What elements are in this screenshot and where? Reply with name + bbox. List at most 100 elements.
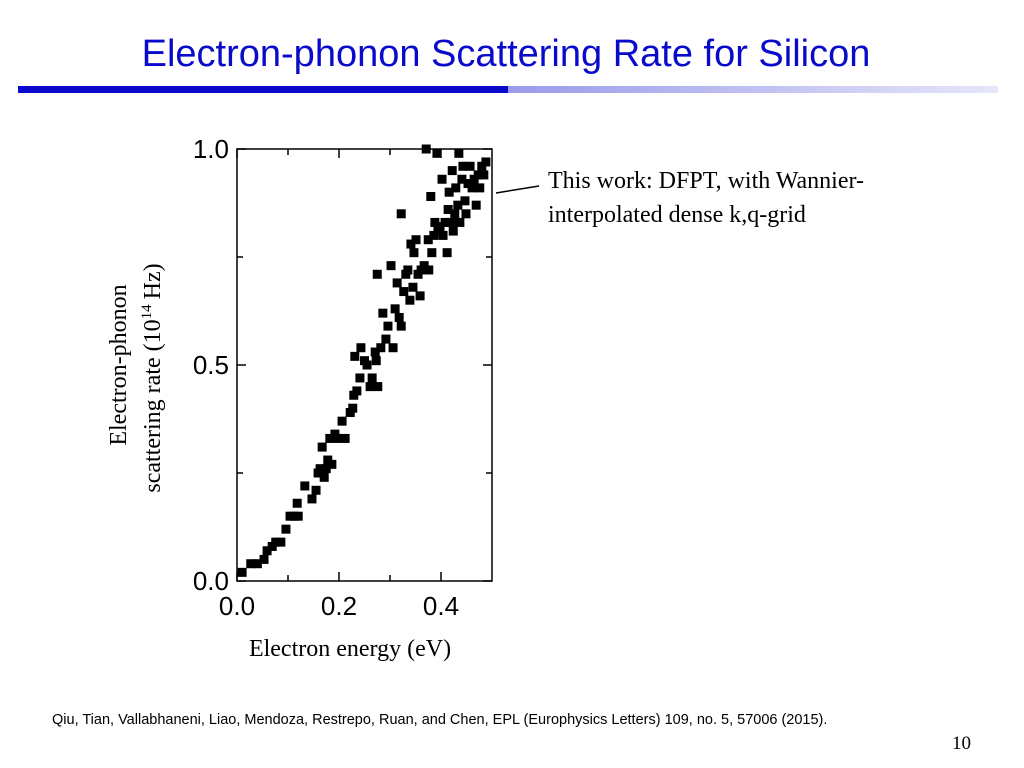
x-tick-label: 0.2	[321, 591, 357, 621]
scatter-point	[465, 161, 475, 171]
citation: Qiu, Tian, Vallabhaneni, Liao, Mendoza, …	[52, 712, 827, 728]
scatter-point	[408, 282, 418, 292]
scatter-point	[271, 537, 281, 547]
y-axis-label-superscript: 14	[139, 304, 155, 320]
scatter-point	[403, 265, 413, 275]
scatter-point	[337, 416, 347, 426]
scatter-point	[455, 217, 465, 227]
scatter-point	[437, 174, 447, 184]
scatter-point	[419, 261, 429, 271]
scatter-point	[411, 235, 421, 245]
scatter-point	[317, 442, 327, 452]
scatter-point	[321, 464, 331, 474]
scatter-point	[444, 187, 454, 197]
scatter-point	[454, 148, 464, 158]
scatter-point	[406, 239, 416, 249]
title-rule-fade	[508, 86, 998, 93]
page-number: 10	[952, 733, 971, 754]
scatter-point	[440, 217, 450, 227]
scatter-point	[461, 209, 471, 219]
scatter-point	[475, 183, 485, 193]
scatter-point	[438, 230, 448, 240]
scatter-point	[405, 295, 415, 305]
scatter-point	[262, 546, 272, 556]
scatter-point	[457, 174, 467, 184]
scatter-point	[276, 537, 286, 547]
scatter-point	[479, 170, 489, 180]
scatter-point	[370, 347, 380, 357]
scatter-point	[252, 559, 262, 569]
scatter-point	[355, 373, 365, 383]
scatter-point	[383, 321, 393, 331]
scatter-point	[473, 170, 483, 180]
y-axis-label-line: Electron-phonon	[106, 284, 132, 445]
scatter-point	[447, 166, 457, 176]
scatter-point	[373, 382, 383, 392]
scatter-point	[460, 196, 470, 206]
scatter-point	[356, 343, 366, 353]
scatter-point	[421, 144, 431, 154]
scatter-point	[446, 217, 456, 227]
scatter-point	[372, 269, 382, 279]
scatter-point	[293, 511, 303, 521]
annotation: This work: DFPT, with Wannier-	[548, 168, 864, 194]
scatter-point	[392, 278, 402, 288]
y-axis-label: Electron-phonon	[106, 284, 132, 445]
scatter-point	[448, 226, 458, 236]
scatter-point	[381, 334, 391, 344]
scatter-point	[435, 222, 445, 232]
scatter-point	[450, 209, 460, 219]
scatter-point	[427, 248, 437, 258]
scatter-point	[348, 403, 358, 413]
scatter-point	[327, 459, 337, 469]
scatter-point	[451, 183, 461, 193]
scatter-point	[409, 248, 419, 258]
scatter-point	[281, 524, 291, 534]
scatter-point	[396, 321, 406, 331]
scatter-point	[340, 433, 350, 443]
scatter-point	[471, 200, 481, 210]
x-tick-label: 0.4	[423, 591, 459, 621]
scatter-point	[362, 360, 372, 370]
scatter-point	[237, 567, 247, 577]
scatter-point	[307, 494, 317, 504]
scatter-point	[325, 433, 335, 443]
annotation-leader	[495, 185, 540, 194]
scatter-point	[315, 464, 325, 474]
y-tick-label: 0.5	[193, 350, 229, 380]
scatter-point	[352, 386, 362, 396]
scatter-point	[300, 481, 310, 491]
scatter-point	[350, 351, 360, 361]
scatter-point	[458, 161, 468, 171]
scatter-point	[371, 356, 381, 366]
scatter-point	[394, 312, 404, 322]
scatter-point	[367, 373, 377, 383]
x-tick-label: 0.0	[219, 591, 255, 621]
scatter-point	[386, 261, 396, 271]
scatter-point	[481, 157, 491, 167]
scatter-point	[396, 209, 406, 219]
scatter-point	[388, 343, 398, 353]
scatter-point	[430, 217, 440, 227]
scatter-point	[390, 304, 400, 314]
scatter-point	[442, 248, 452, 258]
scatter-point	[333, 433, 343, 443]
annotation: interpolated dense k,q-grid	[548, 202, 806, 228]
scatter-point	[365, 382, 375, 392]
y-tick-label: 1.0	[193, 134, 229, 164]
title-rule	[18, 86, 508, 93]
scatter-point	[246, 559, 256, 569]
y-axis-label-line: Hz)	[140, 263, 166, 299]
scatter-point	[432, 148, 442, 158]
scatter-point	[259, 554, 269, 564]
scatter-point	[311, 485, 321, 495]
y-axis-label: scattering rate (1014 Hz)	[139, 263, 166, 492]
y-axis-label-line: scattering rate (10	[140, 319, 166, 492]
scatter-point	[467, 183, 477, 193]
scatter-point	[426, 192, 436, 202]
scatter-point	[399, 287, 409, 297]
scatter-point	[443, 204, 453, 214]
x-axis-label: Electron energy (eV)	[249, 636, 451, 662]
